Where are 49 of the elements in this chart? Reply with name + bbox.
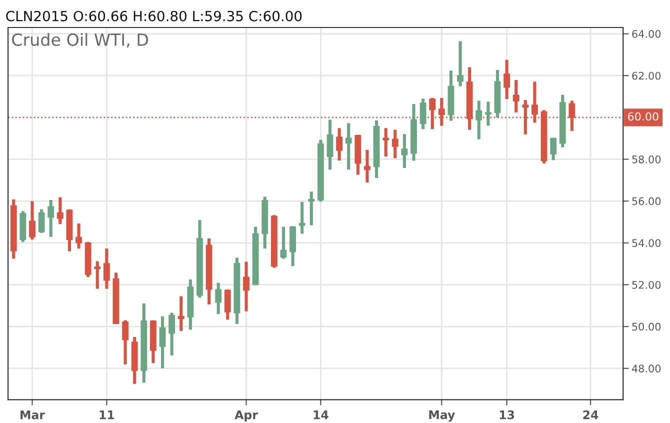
candlestick bbox=[76, 223, 82, 249]
candlestick bbox=[48, 200, 54, 237]
candlestick bbox=[94, 261, 101, 289]
candlestick bbox=[382, 128, 390, 157]
candlestick bbox=[512, 80, 520, 112]
candlestick bbox=[243, 262, 250, 312]
y-tick-label: 64.00 bbox=[632, 30, 661, 38]
candlestick bbox=[550, 138, 557, 160]
candlestick bbox=[484, 102, 492, 126]
x-tick-label: Mar bbox=[20, 410, 45, 420]
x-tick-label: 11 bbox=[100, 410, 114, 420]
x-tick-label: 13 bbox=[500, 410, 514, 420]
candlestick bbox=[56, 197, 64, 224]
candlestick bbox=[38, 209, 45, 233]
y-tick-label: 62.00 bbox=[632, 72, 661, 80]
candlestick bbox=[326, 120, 334, 170]
y-tick-label: 50.00 bbox=[632, 322, 661, 331]
candlestick bbox=[280, 226, 287, 259]
candlestick bbox=[345, 123, 352, 170]
chart-title: CLN2015 O:60.66 H:60.80 L:59.35 C:60.00 bbox=[6, 10, 302, 22]
candlestick bbox=[168, 312, 176, 356]
x-tick-label: 14 bbox=[314, 410, 328, 420]
candlestick bbox=[336, 128, 343, 160]
x-tick-label: 24 bbox=[583, 410, 598, 420]
candlestick bbox=[178, 296, 184, 331]
candlestick bbox=[215, 282, 222, 314]
candlestick bbox=[457, 41, 464, 86]
candlestick bbox=[159, 316, 166, 368]
candlestick bbox=[401, 134, 408, 168]
candlestick bbox=[103, 248, 110, 289]
candlestick bbox=[392, 130, 398, 158]
candlestick bbox=[308, 192, 315, 226]
ref-line-label: 60.00 bbox=[628, 112, 658, 121]
candlestick bbox=[364, 150, 370, 182]
y-tick-label: 52.00 bbox=[632, 280, 661, 289]
candlestick bbox=[420, 98, 426, 130]
candlestick bbox=[224, 290, 231, 320]
x-tick-label: May bbox=[429, 410, 455, 422]
x-tick-label: Apr bbox=[234, 410, 258, 422]
y-tick-label: 48.00 bbox=[632, 364, 661, 372]
candlestick bbox=[122, 320, 128, 364]
candlestick bbox=[298, 202, 306, 234]
y-tick-label: 54.00 bbox=[632, 239, 661, 247]
candlestick bbox=[29, 201, 36, 240]
candlestick bbox=[476, 100, 482, 140]
y-tick-label: 58.00 bbox=[632, 155, 661, 164]
candlestick bbox=[504, 60, 510, 100]
chart-subtitle: Crude Oil WTI, D bbox=[12, 33, 148, 48]
y-tick-label: 56.00 bbox=[632, 197, 661, 206]
